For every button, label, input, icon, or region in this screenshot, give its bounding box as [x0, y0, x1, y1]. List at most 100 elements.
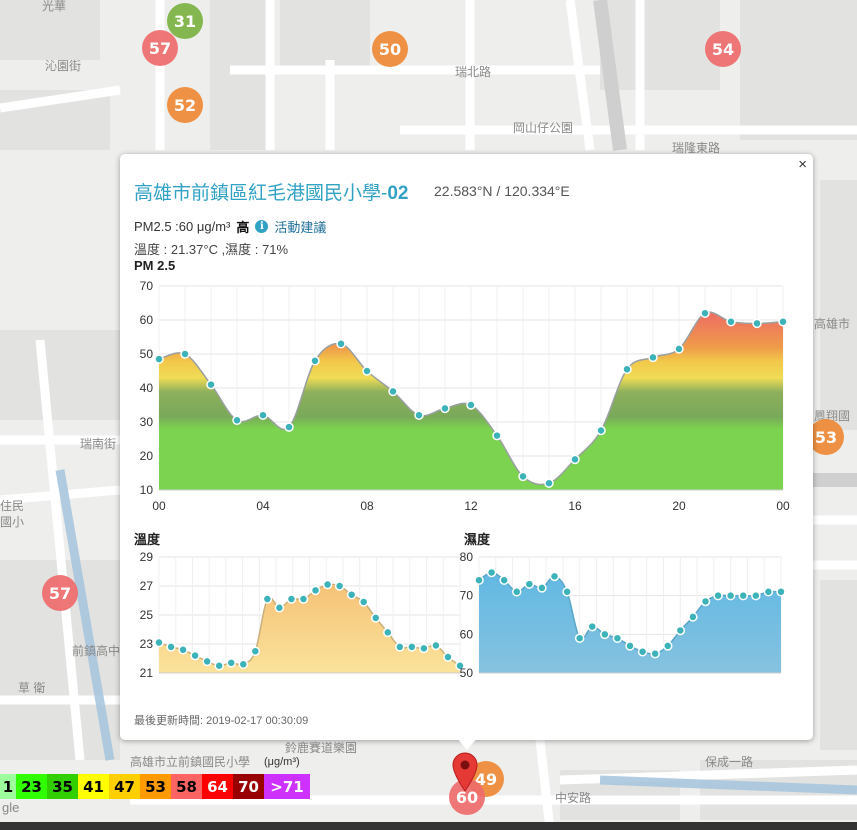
data-point[interactable] — [596, 425, 606, 436]
data-point[interactable] — [419, 643, 429, 654]
map-street-label: 中安路 — [555, 790, 591, 805]
data-point[interactable] — [284, 422, 294, 432]
data-point[interactable] — [688, 612, 698, 622]
data-point[interactable] — [738, 590, 748, 601]
data-point[interactable] — [336, 339, 346, 349]
data-point[interactable] — [334, 581, 345, 591]
data-point[interactable] — [310, 356, 320, 366]
map-marker[interactable]: 54 — [705, 31, 741, 67]
data-point[interactable] — [274, 603, 285, 613]
data-point[interactable] — [499, 575, 509, 585]
map-street-label: 瑞隆東路 — [672, 140, 720, 155]
data-point[interactable] — [395, 642, 405, 652]
map-marker[interactable]: 57 — [42, 575, 78, 611]
y-tick-label: 50 — [460, 666, 474, 680]
activity-advice-link[interactable]: 活動建議 — [274, 220, 327, 235]
data-point[interactable] — [663, 641, 673, 651]
map-marker[interactable]: 52 — [167, 87, 203, 123]
data-point[interactable] — [443, 652, 453, 662]
data-point[interactable] — [440, 403, 450, 414]
data-point[interactable] — [752, 318, 762, 329]
data-point[interactable] — [622, 364, 632, 375]
data-point[interactable] — [751, 590, 761, 601]
data-point[interactable] — [778, 316, 788, 327]
pm-chart-title: PM 2.5 — [134, 258, 176, 273]
data-point[interactable] — [700, 596, 711, 607]
data-point[interactable] — [486, 567, 497, 578]
data-point[interactable] — [650, 648, 660, 659]
data-point[interactable] — [625, 641, 635, 651]
data-point[interactable] — [407, 642, 417, 652]
y-tick-label: 50 — [140, 347, 154, 361]
data-point[interactable] — [414, 410, 424, 420]
data-point[interactable] — [674, 344, 684, 354]
data-point[interactable] — [612, 633, 623, 643]
data-point[interactable] — [637, 646, 648, 657]
data-point[interactable] — [238, 659, 249, 670]
data-point[interactable] — [562, 587, 572, 597]
data-point[interactable] — [474, 575, 484, 585]
data-point[interactable] — [180, 349, 190, 359]
data-point[interactable] — [202, 656, 212, 667]
location-pin-icon[interactable] — [452, 752, 478, 792]
data-point[interactable] — [648, 352, 658, 363]
data-point[interactable] — [544, 478, 554, 488]
data-point[interactable] — [346, 589, 357, 600]
data-point[interactable] — [166, 642, 176, 652]
legend-item: 41 — [78, 774, 109, 799]
map-marker[interactable]: 57 — [142, 30, 178, 66]
data-point[interactable] — [262, 594, 273, 604]
data-point[interactable] — [713, 590, 723, 601]
map-marker[interactable]: 53 — [808, 419, 844, 455]
data-point[interactable] — [518, 471, 528, 482]
data-point[interactable] — [675, 625, 686, 636]
y-tick-label: 70 — [140, 279, 154, 293]
data-point[interactable] — [310, 585, 321, 596]
data-point[interactable] — [574, 633, 585, 643]
map-marker[interactable]: 31 — [167, 3, 203, 39]
data-point[interactable] — [370, 613, 381, 623]
map-marker[interactable]: 50 — [372, 31, 408, 67]
data-point[interactable] — [549, 571, 560, 582]
data-point[interactable] — [524, 579, 535, 589]
data-point[interactable] — [726, 316, 736, 327]
data-point[interactable] — [570, 454, 580, 465]
data-point[interactable] — [226, 658, 236, 668]
map-marker[interactable]: 49 — [468, 761, 504, 797]
data-point[interactable] — [431, 640, 441, 651]
data-point[interactable] — [600, 629, 610, 640]
y-tick-label: 70 — [460, 589, 474, 603]
data-point[interactable] — [206, 379, 216, 390]
data-point[interactable] — [388, 386, 398, 397]
data-point[interactable] — [232, 415, 242, 426]
data-point[interactable] — [154, 637, 164, 648]
data-point[interactable] — [250, 646, 261, 656]
close-icon[interactable]: × — [798, 156, 807, 173]
pm25-chart: 10 20 30 40 50 60 70 00 04 08 12 16 20 00 — [140, 279, 790, 513]
data-point[interactable] — [492, 430, 502, 441]
data-point[interactable] — [178, 645, 188, 655]
data-point[interactable] — [258, 410, 268, 420]
data-point[interactable] — [358, 597, 369, 607]
data-point[interactable] — [466, 400, 476, 410]
data-point[interactable] — [776, 587, 786, 597]
data-point[interactable] — [725, 590, 736, 601]
data-point[interactable] — [587, 621, 597, 632]
data-point[interactable] — [322, 579, 333, 590]
data-point[interactable] — [154, 354, 164, 364]
data-point[interactable] — [286, 594, 297, 604]
temp-chart-title: 溫度 — [134, 532, 161, 547]
data-point[interactable] — [537, 583, 547, 593]
data-point[interactable] — [455, 661, 465, 671]
series-area — [159, 584, 460, 673]
map-street-label: 瑞北路 — [455, 64, 491, 79]
data-point[interactable] — [512, 587, 522, 597]
data-point[interactable] — [763, 587, 774, 597]
data-point[interactable] — [298, 594, 309, 604]
data-point[interactable] — [700, 308, 710, 318]
data-point[interactable] — [214, 661, 224, 671]
info-icon[interactable]: i — [255, 220, 269, 233]
data-point[interactable] — [362, 366, 372, 376]
data-point[interactable] — [190, 650, 200, 661]
data-point[interactable] — [383, 627, 393, 638]
